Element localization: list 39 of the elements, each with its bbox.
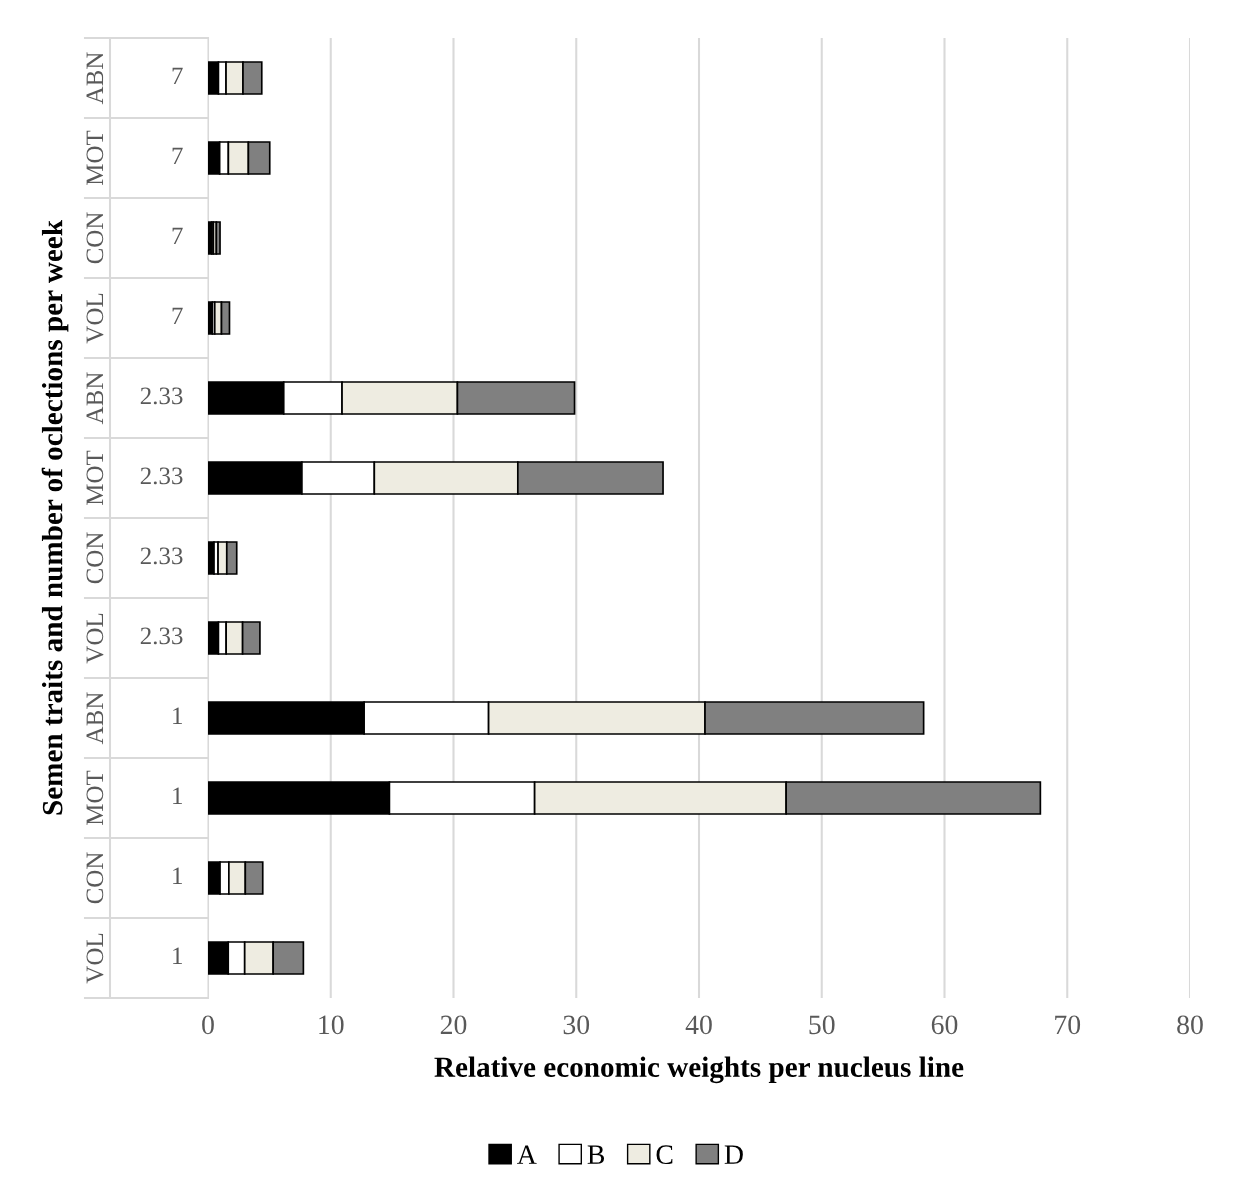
y2-tick-label: 1	[173, 867, 182, 885]
y-axis-title: Semen traits and number of oclections per week	[41, 220, 69, 815]
legend-label: A	[517, 1145, 537, 1164]
y-tick-label: ABN	[86, 692, 104, 745]
y2-tick-label: 7	[172, 67, 183, 85]
y2-tick-label: 1	[173, 787, 182, 805]
y-tick-label: VOL	[86, 613, 104, 664]
y-tick-label: VOL	[86, 293, 104, 344]
legend-label: D	[724, 1145, 743, 1164]
y-tick-label: CON	[86, 532, 104, 584]
y-tick-label: ABN	[86, 372, 104, 425]
x-tick-label: 40	[685, 1015, 712, 1035]
legend-label: B	[587, 1145, 605, 1164]
x-tick-label: 20	[440, 1015, 467, 1035]
y-tick-label: ABN	[86, 52, 104, 105]
x-tick-label: 30	[563, 1015, 590, 1035]
y2-tick-label: 1	[173, 707, 182, 725]
y2-tick-label: 2.33	[140, 387, 183, 405]
legend-label: C	[656, 1145, 673, 1165]
y-tick-label: CON	[86, 852, 104, 904]
x-tick-label: 60	[931, 1015, 958, 1035]
x-axis-title: Relative economic weights per nucleus line	[434, 1056, 964, 1084]
x-tick-label: 50	[809, 1015, 835, 1035]
y-tick-label: CON	[86, 212, 104, 264]
x-tick-label: 10	[319, 1015, 344, 1035]
x-tick-label: 80	[1177, 1015, 1203, 1035]
y-tick-label: MOT	[86, 450, 104, 506]
y2-tick-label: 7	[172, 147, 183, 165]
y2-tick-label: 7	[172, 227, 183, 245]
x-tick-label: 70	[1055, 1015, 1081, 1035]
y2-tick-label: 2.33	[140, 627, 183, 645]
y2-tick-label: 7	[172, 307, 183, 325]
y-tick-label: MOT	[86, 130, 104, 186]
y2-tick-label: 2.33	[140, 467, 183, 485]
y-tick-label: VOL	[86, 933, 104, 984]
y2-tick-label: 1	[173, 947, 182, 965]
y-tick-label: MOT	[86, 770, 104, 826]
x-tick-label: 0	[202, 1015, 214, 1035]
y2-tick-label: 2.33	[140, 547, 183, 565]
